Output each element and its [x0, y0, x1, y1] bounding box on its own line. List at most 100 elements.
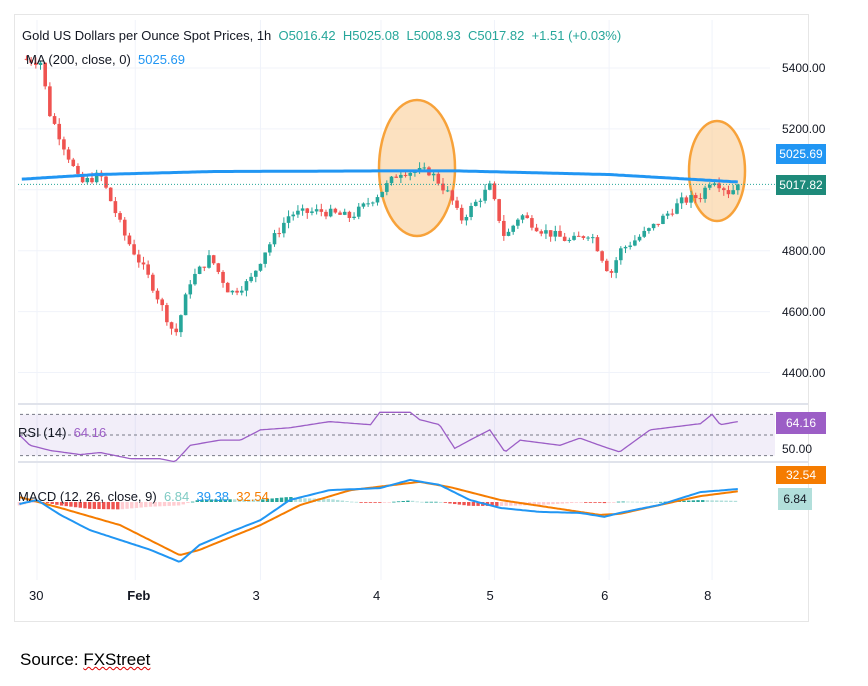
macd-histogram-bar	[162, 502, 167, 507]
rsi-label: RSI (14)	[18, 425, 67, 440]
macd-histogram-bar	[153, 502, 157, 507]
macd-histogram-bar	[73, 502, 78, 508]
candle-up	[249, 276, 253, 282]
macd-histogram-bar	[415, 501, 419, 503]
candle-up	[464, 216, 469, 221]
candle-down	[155, 290, 160, 300]
macd-histogram-bar	[537, 502, 541, 505]
candle-down	[319, 209, 324, 212]
macd-histogram-bar	[434, 501, 438, 503]
macd-histogram-bar	[448, 502, 452, 504]
macd-histogram-bar	[462, 502, 466, 506]
ohlc-close: C5017.82	[467, 28, 525, 43]
candle-down	[455, 200, 459, 208]
macd-histogram-bar	[598, 502, 602, 503]
macd-legend[interactable]: MACD (12, 26, close, 9) 6.84 39.38 32.54	[18, 489, 269, 504]
candle-down	[62, 139, 66, 150]
ma-legend[interactable]: MA (200, close, 0) 5025.69	[26, 52, 185, 67]
macd-histogram-bar	[144, 502, 148, 508]
ohlc-low: L5008.93	[406, 28, 461, 43]
candle-down	[90, 177, 94, 183]
macd-hist-badge: 6.84	[778, 488, 812, 510]
candle-down	[34, 62, 38, 65]
rsi-badge: 64.16	[776, 412, 826, 434]
macd-histogram-bar	[158, 502, 162, 507]
macd-histogram-bar	[541, 502, 546, 505]
candle-up	[572, 235, 576, 240]
macd-histogram-bar	[649, 501, 653, 503]
macd-histogram-bar	[438, 501, 443, 503]
macd-histogram-bar	[364, 502, 368, 503]
macd-histogram-bar	[148, 502, 153, 507]
candle-up	[553, 230, 558, 237]
candle-down	[324, 211, 328, 217]
macd-histogram-bar	[64, 502, 68, 507]
candle-up	[253, 270, 258, 277]
macd-histogram-bar	[368, 502, 373, 503]
highlight-circle	[687, 119, 747, 223]
macd-histogram-bar	[424, 501, 429, 503]
candle-down	[497, 199, 501, 221]
macd-histogram-bar	[106, 502, 111, 510]
candle-up	[310, 211, 314, 213]
macd-histogram-bar	[602, 502, 607, 504]
macd-histogram-bar	[167, 502, 171, 506]
ma-line	[21, 169, 738, 184]
macd-histogram-bar	[218, 499, 223, 502]
macd-histogram-bar	[715, 500, 719, 502]
macd-line	[19, 478, 738, 563]
candle-up	[244, 281, 249, 291]
candle-up	[422, 167, 427, 169]
candle-down	[403, 174, 408, 176]
macd-histogram-bar	[247, 499, 251, 502]
candle-up	[619, 248, 623, 261]
macd-histogram-bar	[303, 498, 307, 502]
candle-down	[24, 58, 29, 60]
macd-histogram-bar	[130, 502, 134, 509]
price-tick-label: 5400.00	[782, 61, 826, 75]
candle-down	[132, 244, 136, 255]
candle-down	[57, 123, 62, 140]
rsi-legend[interactable]: RSI (14) 64.16	[18, 425, 106, 440]
candle-down	[670, 213, 675, 215]
time-tick-label: Feb	[127, 588, 151, 603]
candle-up	[342, 211, 347, 215]
candle-up	[628, 245, 632, 247]
macd-histogram-bar	[326, 498, 331, 502]
macd-histogram-bar	[490, 502, 494, 506]
candle-down	[104, 176, 108, 188]
candle-down	[333, 208, 338, 213]
macd-histogram-bar	[392, 501, 396, 503]
macd-histogram-bar	[340, 500, 345, 502]
macd-histogram-bar	[373, 502, 377, 503]
macd-histogram-bar	[200, 499, 204, 502]
candle-up	[291, 214, 296, 217]
macd-histogram-bar	[134, 502, 139, 508]
candle-down	[127, 235, 132, 245]
candle-down	[347, 211, 352, 218]
candle-down	[122, 219, 127, 236]
rsi-band	[20, 414, 775, 456]
candle-up	[707, 185, 712, 188]
macd-label: MACD (12, 26, close, 9)	[18, 489, 157, 504]
candle-down	[108, 187, 113, 202]
chart-title-row: Gold US Dollars per Ounce Spot Prices, 1…	[22, 28, 621, 43]
candle-down	[459, 207, 464, 221]
candle-down	[71, 159, 76, 166]
rsi-value: 64.16	[73, 425, 107, 440]
candle-up	[633, 240, 637, 246]
macd-histogram-bar	[321, 498, 326, 502]
candle-up	[366, 203, 370, 205]
candle-up	[675, 203, 679, 214]
candle-up	[478, 200, 483, 202]
candle-up	[272, 233, 277, 245]
candle-down	[66, 149, 71, 160]
macd-histogram-bar	[139, 502, 143, 508]
macd-histogram-bar	[654, 501, 658, 503]
price-tick-label: 4600.00	[782, 304, 826, 319]
macd-histogram-bar	[560, 502, 565, 504]
candle-down	[151, 274, 155, 291]
candle-down	[305, 208, 310, 213]
candle-down	[202, 266, 207, 268]
